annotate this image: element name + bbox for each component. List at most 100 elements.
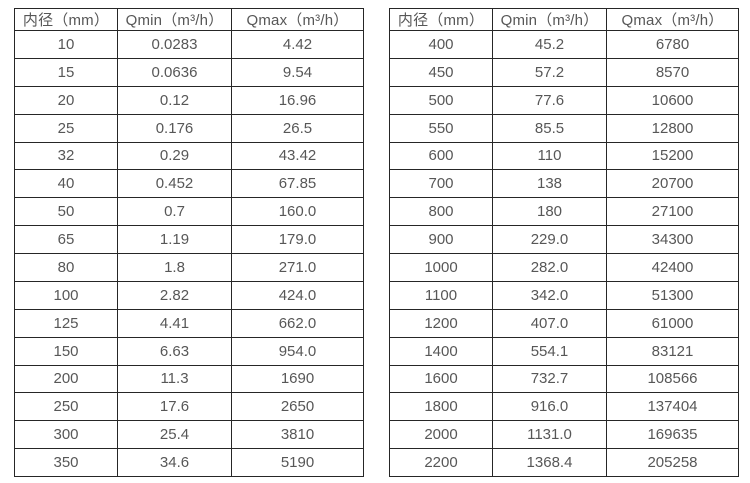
- table-row: 1800 916.0 137404: [389, 392, 739, 422]
- table-cell: 700: [389, 169, 493, 199]
- table-row: 80 1.8 271.0: [14, 253, 364, 282]
- table-cell: 15: [14, 57, 118, 87]
- table-row: 1200 407.0 61000: [389, 308, 739, 338]
- table-cell: 1368.4: [492, 448, 607, 477]
- table-cell: 1690: [231, 364, 364, 394]
- table-cell: 500: [389, 85, 493, 115]
- header-row: 内径（mm） Qmin（m³/h） Qmax（m³/h）: [389, 8, 739, 31]
- table-row: 50 0.7 160.0: [14, 197, 364, 227]
- header-qmin: Qmin（m³/h）: [492, 8, 607, 31]
- table-cell: 25: [14, 113, 118, 143]
- table-cell: 1131.0: [492, 420, 607, 450]
- table-cell: 77.6: [492, 85, 607, 115]
- table-cell: 40: [14, 169, 118, 199]
- table-cell: 43.42: [231, 141, 364, 171]
- table-cell: 2.82: [117, 280, 232, 310]
- table-cell: 4.42: [231, 30, 364, 59]
- table-row: 400 45.2 6780: [389, 30, 739, 59]
- table-cell: 57.2: [492, 57, 607, 87]
- table-row: 600 110 15200: [389, 141, 739, 171]
- header-row: 内径（mm） Qmin（m³/h） Qmax（m³/h）: [14, 8, 364, 31]
- table-row: 20 0.12 16.96: [14, 85, 364, 115]
- table-cell: 80: [14, 253, 118, 282]
- table-cell: 250: [14, 392, 118, 422]
- table-cell: 1200: [389, 308, 493, 338]
- header-inner-diameter: 内径（mm）: [14, 8, 118, 31]
- header-qmin: Qmin（m³/h）: [117, 8, 232, 31]
- table-row: 125 4.41 662.0: [14, 308, 364, 338]
- table-cell: 20: [14, 85, 118, 115]
- table-cell: 110: [492, 141, 607, 171]
- table-cell: 6780: [606, 30, 739, 59]
- table-row: 500 77.6 10600: [389, 85, 739, 115]
- table-row: 800 180 27100: [389, 197, 739, 227]
- table-cell: 600: [389, 141, 493, 171]
- table-cell: 229.0: [492, 225, 607, 254]
- table-cell: 0.0636: [117, 57, 232, 87]
- table-cell: 424.0: [231, 280, 364, 310]
- table-cell: 65: [14, 225, 118, 254]
- table-cell: 9.54: [231, 57, 364, 87]
- table-row: 550 85.5 12800: [389, 113, 739, 143]
- table-cell: 0.7: [117, 197, 232, 227]
- table-row: 450 57.2 8570: [389, 57, 739, 87]
- table-row: 900 229.0 34300: [389, 225, 739, 254]
- table-row: 150 6.63 954.0: [14, 336, 364, 366]
- table-row: 15 0.0636 9.54: [14, 57, 364, 87]
- table-cell: 6.63: [117, 336, 232, 366]
- table-row: 1400 554.1 83121: [389, 336, 739, 366]
- table-cell: 1.19: [117, 225, 232, 254]
- table-cell: 180: [492, 197, 607, 227]
- table-cell: 42400: [606, 253, 739, 282]
- table-cell: 300: [14, 420, 118, 450]
- table-cell: 67.85: [231, 169, 364, 199]
- table-cell: 17.6: [117, 392, 232, 422]
- table-cell: 1800: [389, 392, 493, 422]
- table-cell: 26.5: [231, 113, 364, 143]
- table-cell: 160.0: [231, 197, 364, 227]
- header-qmax: Qmax（m³/h）: [606, 8, 739, 31]
- table-cell: 10: [14, 30, 118, 59]
- table-cell: 125: [14, 308, 118, 338]
- table-cell: 1600: [389, 364, 493, 394]
- table-cell: 15200: [606, 141, 739, 171]
- table-cell: 50: [14, 197, 118, 227]
- table-row: 1100 342.0 51300: [389, 280, 739, 310]
- table-row: 65 1.19 179.0: [14, 225, 364, 254]
- table-cell: 8570: [606, 57, 739, 87]
- table-cell: 25.4: [117, 420, 232, 450]
- table-cell: 0.0283: [117, 30, 232, 59]
- table-row: 32 0.29 43.42: [14, 141, 364, 171]
- table-cell: 5190: [231, 448, 364, 477]
- table-row: 2000 1131.0 169635: [389, 420, 739, 450]
- table-cell: 100: [14, 280, 118, 310]
- table-row: 100 2.82 424.0: [14, 280, 364, 310]
- table-cell: 954.0: [231, 336, 364, 366]
- table-row: 25 0.176 26.5: [14, 113, 364, 143]
- table-cell: 169635: [606, 420, 739, 450]
- table-cell: 137404: [606, 392, 739, 422]
- table-cell: 1000: [389, 253, 493, 282]
- table-cell: 4.41: [117, 308, 232, 338]
- table-cell: 450: [389, 57, 493, 87]
- table-cell: 900: [389, 225, 493, 254]
- table-cell: 1100: [389, 280, 493, 310]
- table-cell: 108566: [606, 364, 739, 394]
- table-row: 40 0.452 67.85: [14, 169, 364, 199]
- header-qmax: Qmax（m³/h）: [231, 8, 364, 31]
- table-cell: 138: [492, 169, 607, 199]
- table-cell: 350: [14, 448, 118, 477]
- table-cell: 32: [14, 141, 118, 171]
- table-cell: 34300: [606, 225, 739, 254]
- table-cell: 16.96: [231, 85, 364, 115]
- table-cell: 3810: [231, 420, 364, 450]
- table-cell: 27100: [606, 197, 739, 227]
- table-cell: 407.0: [492, 308, 607, 338]
- table-cell: 282.0: [492, 253, 607, 282]
- table-cell: 342.0: [492, 280, 607, 310]
- table-row: 1600 732.7 108566: [389, 364, 739, 394]
- table-cell: 400: [389, 30, 493, 59]
- table-cell: 34.6: [117, 448, 232, 477]
- table-cell: 2000: [389, 420, 493, 450]
- table-row: 200 11.3 1690: [14, 364, 364, 394]
